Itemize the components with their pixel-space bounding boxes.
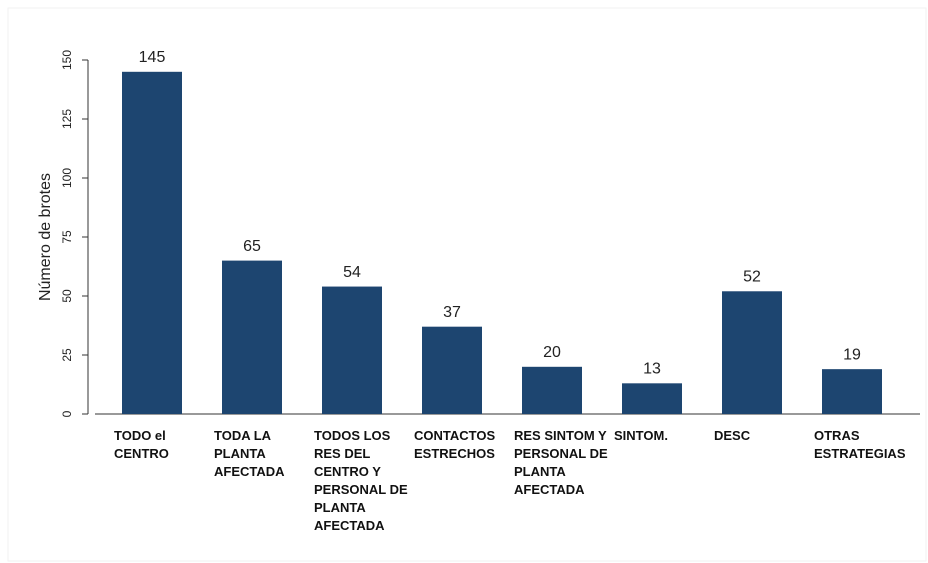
value-label: 145 — [139, 49, 166, 66]
bar — [622, 383, 682, 414]
x-tick-label: TODO el CENTRO — [114, 428, 169, 461]
y-tick-label: 50 — [60, 289, 74, 303]
bar — [122, 71, 182, 415]
value-label: 20 — [543, 344, 561, 361]
x-tick-label: TODOS LOS RES DEL CENTRO Y PERSONAL DE P… — [314, 428, 408, 533]
y-tick-label: 100 — [60, 168, 74, 188]
frame — [7, 7, 927, 562]
x-tick-label: RES SINTOM Y PERSONAL DE PLANTA AFECTADA — [514, 428, 608, 497]
bar — [822, 369, 882, 414]
bar — [222, 260, 282, 414]
x-tick-label: SINTOM. — [614, 428, 668, 443]
value-label: 54 — [343, 264, 361, 281]
x-tick-label: OTRAS ESTRATEGIAS — [814, 428, 906, 461]
y-tick-label: 75 — [60, 230, 74, 244]
value-label: 13 — [643, 361, 661, 378]
bar — [522, 366, 582, 414]
value-label: 52 — [743, 268, 761, 285]
y-axis-label: Número de brotes — [37, 173, 54, 301]
bar — [322, 286, 382, 414]
y-tick-label: 0 — [60, 410, 74, 417]
y-tick-label: 125 — [60, 109, 74, 129]
y-tick-label: 150 — [60, 50, 74, 70]
x-tick-label: CONTACTOS ESTRECHOS — [414, 428, 496, 461]
x-tick-label: DESC — [714, 428, 751, 443]
value-label: 65 — [243, 238, 261, 255]
y-tick-label: 25 — [60, 348, 74, 362]
x-tick-label: TODA LA PLANTA AFECTADA — [214, 428, 285, 479]
bar — [422, 326, 482, 414]
value-label: 37 — [443, 304, 461, 321]
value-label: 19 — [843, 346, 861, 363]
bar — [722, 291, 782, 414]
